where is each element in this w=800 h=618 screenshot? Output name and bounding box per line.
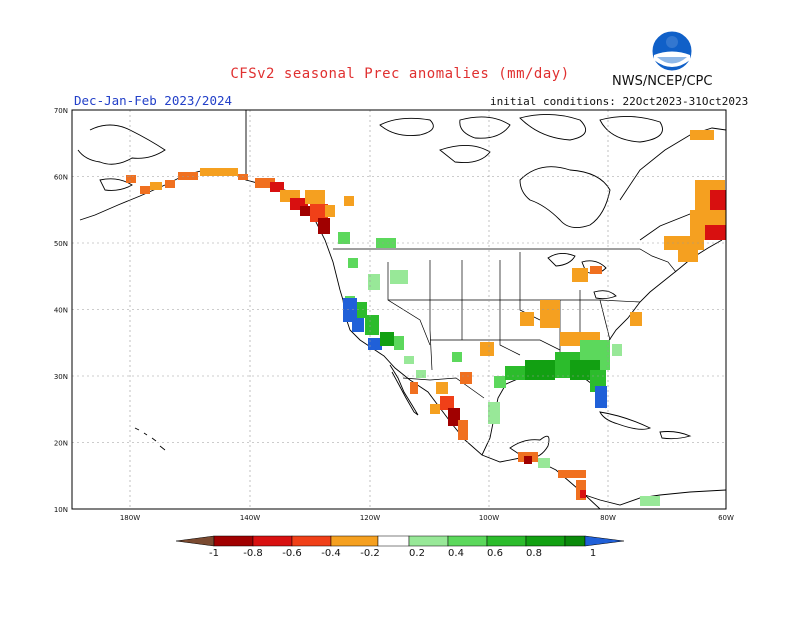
lat-label: 70N <box>54 107 68 115</box>
longitude-labels: 180W 140W 120W 100W 80W 60W <box>120 514 734 522</box>
colorbar-segment <box>564 535 586 547</box>
colorbar-segment <box>377 535 410 547</box>
lat-label: 50N <box>54 240 68 248</box>
political-borders <box>333 248 677 399</box>
colorbar-label: -0.8 <box>243 548 263 559</box>
colorbar-segment <box>525 535 566 547</box>
colorbar-segment <box>291 535 332 547</box>
lon-label: 140W <box>240 514 260 522</box>
colorbar-segment <box>447 535 488 547</box>
lat-label: 40N <box>54 307 68 315</box>
anomaly-fields <box>126 130 726 506</box>
graticule <box>72 110 726 509</box>
colorbar-segment <box>486 535 527 547</box>
latitude-labels: 70N 60N 50N 40N 30N 20N 10N <box>54 107 68 514</box>
lon-label: 60W <box>718 514 734 522</box>
colorbar-label: -0.4 <box>321 548 341 559</box>
colorbar-segment <box>213 535 254 547</box>
lon-label: 80W <box>600 514 616 522</box>
lon-label: 180W <box>120 514 140 522</box>
lat-label: 20N <box>54 440 68 448</box>
colorbar-label: 0.2 <box>409 548 425 559</box>
colorbar-segment <box>584 535 625 547</box>
map-frame <box>71 109 727 510</box>
lat-label: 10N <box>54 506 68 514</box>
colorbar-segment <box>252 535 293 547</box>
lat-label: 30N <box>54 373 68 381</box>
colorbar-segment <box>175 535 215 547</box>
lon-label: 120W <box>360 514 380 522</box>
season-label: Dec-Jan-Feb 2023/2024 <box>74 93 233 108</box>
colorbar-label: 0.4 <box>448 548 464 559</box>
colorbar: -1 -0.8 -0.6 -0.4 -0.2 0.2 0.4 0.6 0.8 1 <box>175 535 625 559</box>
map-title: CFSv2 seasonal Prec anomalies (mm/day) <box>230 66 570 82</box>
agency-label: NWS/NCEP/CPC <box>612 74 713 89</box>
lon-label: 100W <box>479 514 499 522</box>
colorbar-label: 0.6 <box>487 548 503 559</box>
initial-conditions-label: initial conditions: 22Oct2023-31Oct2023 <box>490 95 749 108</box>
colorbar-label: -1 <box>209 548 219 559</box>
colorbar-label: 0.8 <box>526 548 542 559</box>
noaa-logo-icon <box>651 30 693 72</box>
lat-label: 60N <box>54 174 68 182</box>
colorbar-label: -0.6 <box>282 548 302 559</box>
colorbar-label: 1 <box>590 548 596 559</box>
colorbar-segment <box>330 535 379 547</box>
colorbar-segment <box>408 535 449 547</box>
colorbar-label: -0.2 <box>360 548 380 559</box>
